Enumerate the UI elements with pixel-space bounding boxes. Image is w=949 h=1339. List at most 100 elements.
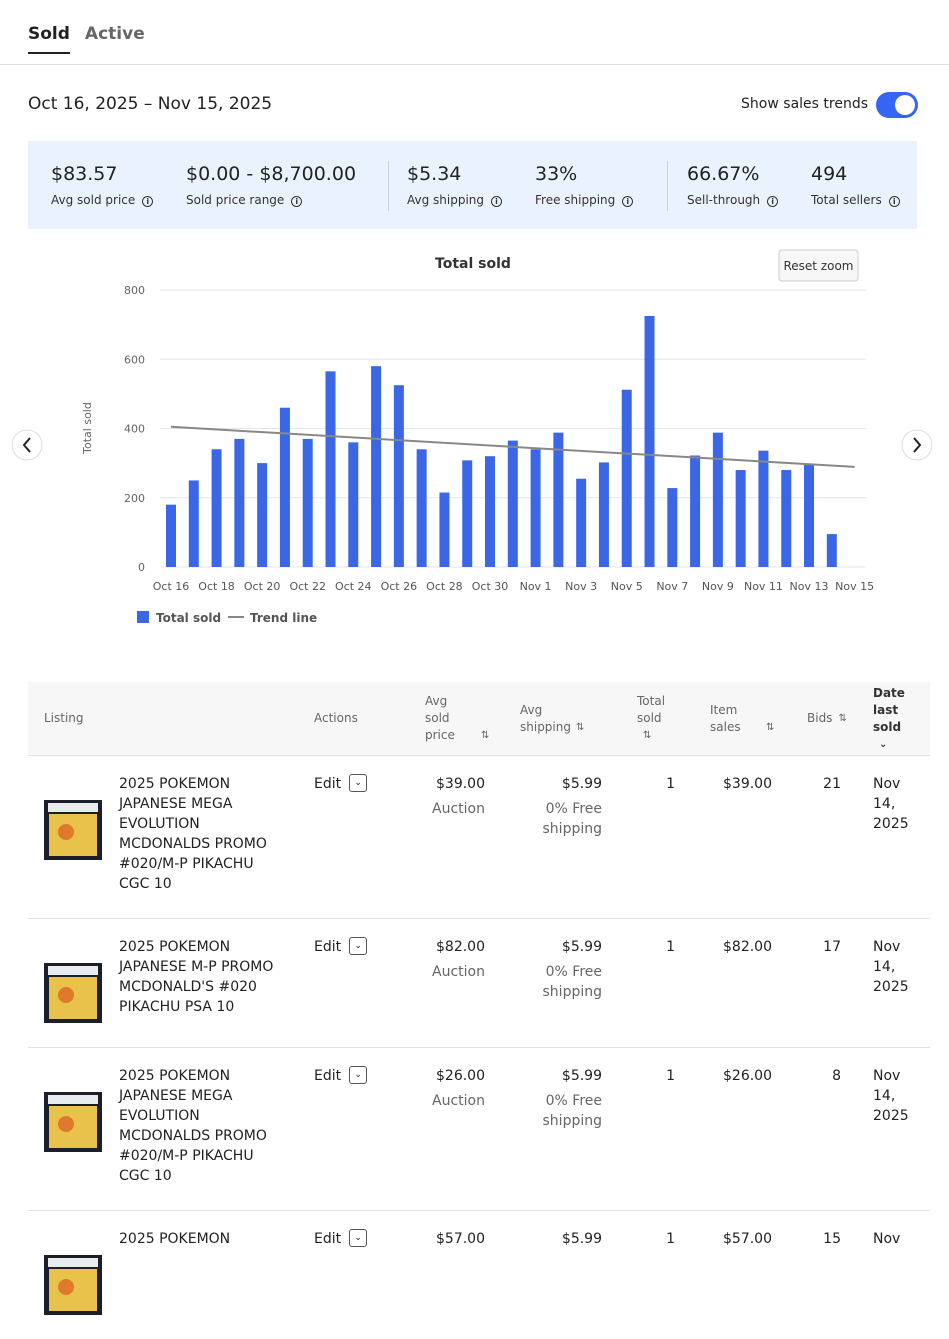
total-sold-cell: 1 bbox=[617, 919, 690, 1048]
price: $57.00 bbox=[411, 1229, 485, 1249]
bar bbox=[553, 433, 563, 567]
shipping-cell: $5.99 0% Free shipping bbox=[500, 1048, 617, 1211]
item-sales: $82.00 bbox=[696, 937, 772, 957]
thumbnail-art bbox=[58, 824, 74, 840]
format: Auction bbox=[411, 962, 485, 982]
sort-icon: ⇅ bbox=[838, 713, 846, 724]
bar bbox=[804, 465, 814, 567]
reset-zoom-label: Reset zoom bbox=[783, 259, 853, 273]
listing-cell: 2025 POKEMON JAPANESE MEGA EVOLUTION MCD… bbox=[28, 756, 298, 919]
item-sales-cell: $26.00 bbox=[690, 1048, 787, 1211]
x-tick-label: Oct 24 bbox=[335, 580, 372, 593]
actions-cell: Edit ⌄ bbox=[298, 919, 405, 1048]
edit-menu[interactable]: ⌄ bbox=[349, 1229, 367, 1247]
x-tick-label: Oct 22 bbox=[289, 580, 326, 593]
item-sales-cell: $39.00 bbox=[690, 756, 787, 919]
format: Auction bbox=[411, 799, 485, 819]
carousel-button[interactable] bbox=[12, 430, 42, 460]
edit-button[interactable]: Edit bbox=[314, 939, 341, 955]
edit-button[interactable]: Edit bbox=[314, 1231, 341, 1247]
column-header-label: Actions bbox=[314, 710, 358, 727]
price: $39.00 bbox=[411, 774, 485, 794]
y-tick-label: 200 bbox=[124, 492, 145, 505]
stat-value: 494 bbox=[811, 163, 900, 185]
column-header: Listing bbox=[28, 682, 298, 756]
listing-title[interactable]: 2025 POKEMON bbox=[119, 1229, 279, 1315]
x-tick-label: Oct 28 bbox=[426, 580, 463, 593]
x-tick-label: Nov 3 bbox=[565, 580, 597, 593]
thumbnail-label bbox=[48, 1095, 98, 1104]
x-tick-label: Nov 15 bbox=[835, 580, 874, 593]
shipping-note: 0% Free shipping bbox=[536, 1091, 602, 1131]
bar bbox=[326, 371, 336, 567]
listing-title[interactable]: 2025 POKEMON JAPANESE M-P PROMO MCDONALD… bbox=[119, 937, 279, 1023]
column-header-label: Avg shipping bbox=[520, 702, 570, 736]
column-header: Actions bbox=[298, 682, 405, 756]
date-last-sold: Nov bbox=[873, 1229, 923, 1249]
column-header-label: Date last sold bbox=[873, 685, 923, 736]
x-tick-label: Nov 7 bbox=[656, 580, 688, 593]
date-last-sold: Nov 14, 2025 bbox=[873, 937, 923, 997]
listing-title[interactable]: 2025 POKEMON JAPANESE MEGA EVOLUTION MCD… bbox=[119, 774, 279, 894]
shipping: $5.99 bbox=[506, 1066, 602, 1086]
carousel-button[interactable] bbox=[902, 430, 932, 460]
edit-button[interactable]: Edit bbox=[314, 776, 341, 792]
thumbnail[interactable] bbox=[44, 800, 102, 860]
column-header[interactable]: Bids ⇅ bbox=[787, 682, 856, 756]
toggle[interactable] bbox=[876, 92, 918, 118]
stat-value: $0.00 - $8,700.00 bbox=[186, 163, 356, 185]
sort-icon: ⇅ bbox=[766, 722, 774, 733]
shipping-note: 0% Free shipping bbox=[536, 962, 602, 1002]
chart-title: Total sold bbox=[435, 256, 511, 272]
sort-icon: ⌄ bbox=[879, 739, 887, 750]
column-header[interactable]: Item sales⇅ bbox=[690, 682, 787, 756]
thumbnail[interactable] bbox=[44, 1092, 102, 1152]
tab[interactable]: Sold bbox=[28, 24, 70, 54]
date-cell: Nov bbox=[856, 1211, 930, 1339]
column-header[interactable]: Avg shipping⇅ bbox=[500, 682, 617, 756]
listing: 2025 POKEMON bbox=[44, 1229, 292, 1315]
legend-label: Total sold bbox=[156, 611, 221, 625]
shipping-note: 0% Free shipping bbox=[536, 799, 602, 839]
thumbnail-art bbox=[58, 987, 74, 1003]
column-header[interactable]: Total sold⇅ bbox=[617, 682, 690, 756]
legend-swatch bbox=[137, 611, 149, 623]
x-tick-label: Oct 26 bbox=[381, 580, 418, 593]
table-row: 2025 POKEMON JAPANESE MEGA EVOLUTION MCD… bbox=[28, 1048, 930, 1211]
shipping: $5.99 bbox=[506, 774, 602, 794]
thumbnail[interactable] bbox=[44, 1255, 102, 1315]
edit-button[interactable]: Edit bbox=[314, 1068, 341, 1084]
bar bbox=[462, 460, 472, 567]
column-header-label: Bids bbox=[807, 710, 832, 727]
bids-cell: 21 bbox=[787, 756, 856, 919]
listing-title[interactable]: 2025 POKEMON JAPANESE MEGA EVOLUTION MCD… bbox=[119, 1066, 279, 1186]
bar bbox=[189, 480, 199, 567]
item-sales: $39.00 bbox=[696, 774, 772, 794]
listing: 2025 POKEMON JAPANESE MEGA EVOLUTION MCD… bbox=[44, 1066, 292, 1186]
thumbnail[interactable] bbox=[44, 963, 102, 1023]
listing-cell: 2025 POKEMON JAPANESE M-P PROMO MCDONALD… bbox=[28, 919, 298, 1048]
stat-value: $83.57 bbox=[51, 163, 153, 185]
x-tick-label: Oct 18 bbox=[198, 580, 235, 593]
column-header[interactable]: Date last sold ⌄ bbox=[856, 682, 930, 756]
stat-label: Total sellers bbox=[811, 193, 900, 207]
total-sold: 1 bbox=[623, 1066, 675, 1086]
tab[interactable]: Active bbox=[85, 24, 145, 54]
x-tick-label: Nov 11 bbox=[744, 580, 783, 593]
edit-menu[interactable]: ⌄ bbox=[349, 774, 367, 792]
x-tick-label: Oct 30 bbox=[472, 580, 509, 593]
column-header[interactable]: Avg sold price⇅ bbox=[405, 682, 500, 756]
bar bbox=[508, 441, 518, 567]
stat-label: Sell-through bbox=[687, 193, 778, 207]
stat-divider bbox=[667, 161, 668, 211]
y-axis-label: Total sold bbox=[81, 402, 94, 455]
bids-cell: 15 bbox=[787, 1211, 856, 1339]
stat-label: Free shipping bbox=[535, 193, 633, 207]
edit-menu[interactable]: ⌄ bbox=[349, 1066, 367, 1084]
x-tick-label: Nov 13 bbox=[790, 580, 829, 593]
edit-menu[interactable]: ⌄ bbox=[349, 937, 367, 955]
total-sold: 1 bbox=[623, 1229, 675, 1249]
